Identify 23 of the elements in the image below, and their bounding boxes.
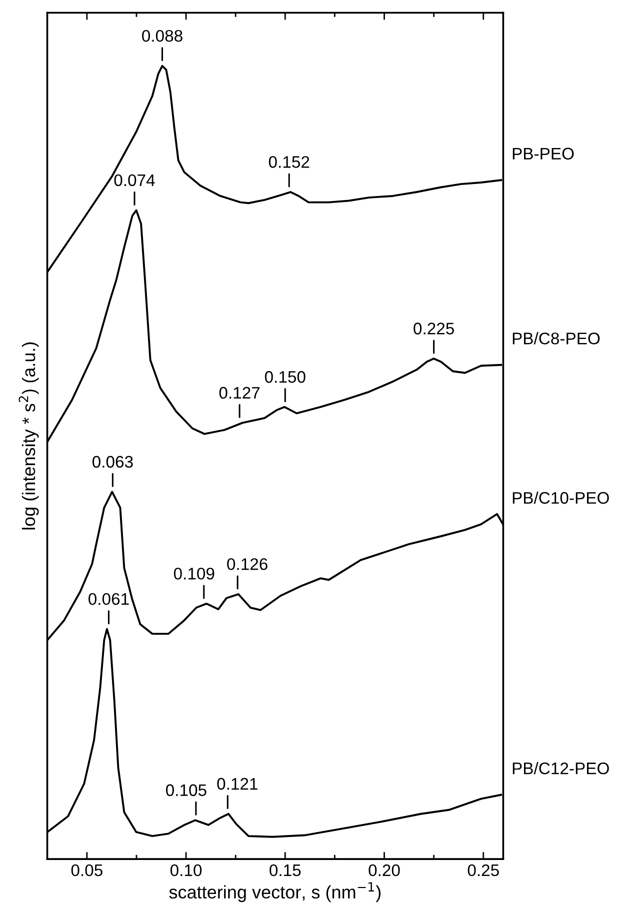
series-label: PB/C12-PEO	[512, 762, 609, 774]
y-axis-title: log (intensity * s$^{2}$) (a.u.)	[18, 342, 39, 530]
annotation: 0.225	[414, 322, 454, 334]
x-tick-label: 0.15	[270, 864, 301, 876]
x-tick-label: 0.10	[170, 864, 202, 876]
series-label: PB/C10-PEO	[512, 492, 609, 504]
annotation: 0.121	[217, 778, 258, 790]
x-tick-label: 0.20	[368, 864, 400, 876]
annotation: 0.088	[142, 30, 182, 42]
x-axis-title: scattering vector, s (nm$^{−1}$)	[169, 882, 381, 902]
series-label: PB/C8-PEO	[512, 332, 600, 344]
annotation: 0.126	[227, 558, 268, 570]
annotation: 0.105	[166, 784, 206, 796]
annotation: 0.127	[219, 386, 260, 399]
annotation: 0.061	[88, 593, 129, 605]
x-tick-label: 0.25	[468, 864, 499, 876]
x-tick-label: 0.05	[71, 864, 102, 876]
annotation: 0.152	[268, 156, 310, 168]
series-label: PB-PEO	[512, 148, 574, 160]
annotation: 0.074	[114, 174, 155, 186]
annotation: 0.109	[174, 568, 214, 580]
annotation: 0.150	[264, 371, 306, 383]
annotation: 0.063	[92, 456, 133, 468]
